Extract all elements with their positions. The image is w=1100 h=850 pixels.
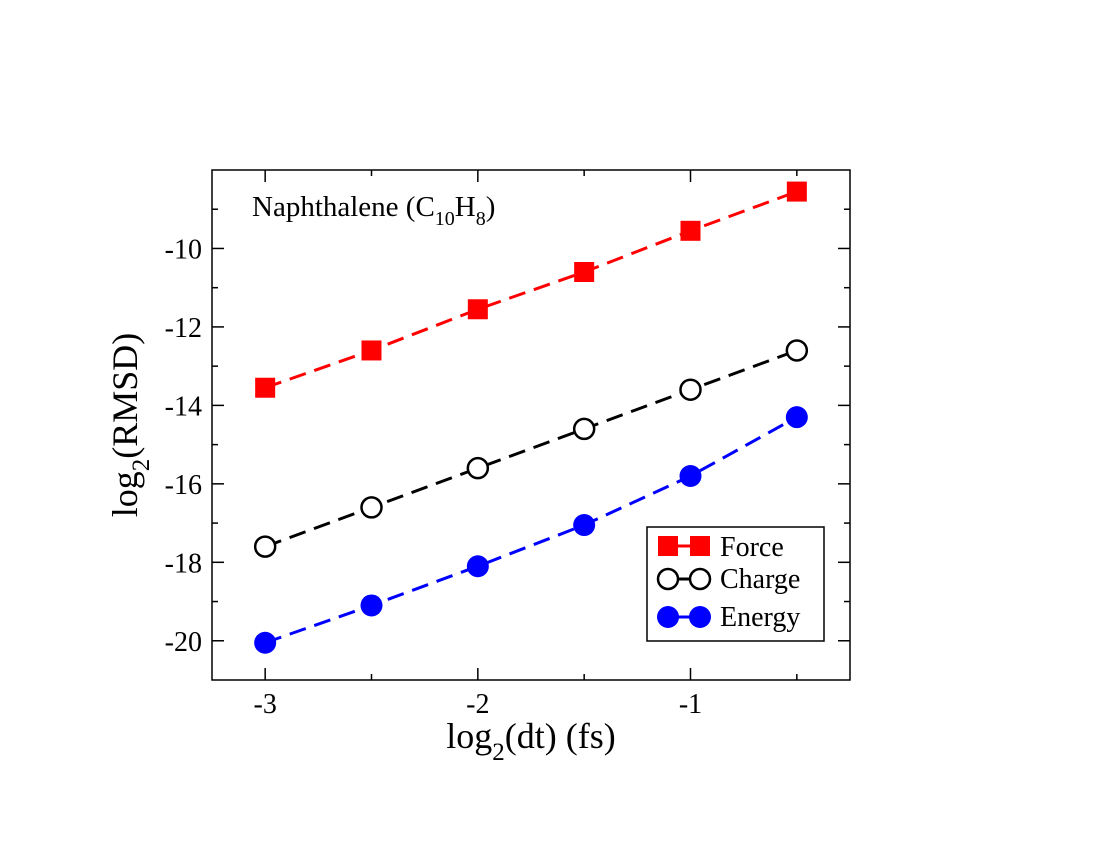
data-point-energy [466, 555, 489, 578]
data-point-energy [360, 594, 383, 617]
series-line-force [264, 190, 798, 390]
data-point-charge [679, 378, 702, 401]
series-lines [264, 190, 798, 645]
chart-annotation: Naphthalene (C10H8) [252, 191, 495, 230]
data-point-force [574, 262, 595, 282]
axis-ticks [212, 170, 850, 680]
legend-items [656, 536, 712, 628]
data-point-force [786, 181, 807, 202]
x-tick-label: -3 [254, 689, 277, 720]
x-tick-label: -2 [466, 689, 489, 720]
data-point-energy [679, 465, 702, 487]
legend-marker-charge [656, 567, 680, 591]
y-tick-label: -12 [165, 313, 202, 344]
y-tick-label: -18 [165, 548, 202, 579]
legend-marker-force [658, 536, 678, 556]
data-point-energy [254, 631, 277, 654]
data-point-charge [785, 339, 809, 362]
legend-marker-energy [689, 606, 711, 628]
data-point-energy [785, 406, 808, 429]
series-line-energy [264, 415, 798, 645]
data-point-force [680, 220, 701, 241]
legend-marker-charge [688, 567, 712, 591]
legend: Force Charge Energy [646, 526, 825, 642]
data-point-energy [573, 514, 596, 537]
data-point-charge [253, 535, 277, 558]
legend-label-charge: Charge [720, 564, 800, 595]
data-point-force [361, 340, 382, 361]
series-line-charge [264, 349, 798, 549]
tick-labels: -3 -2 -1 -20 -18 -16 -14 -12 -10 [165, 234, 702, 720]
y-axis-label: log2(RMSD) [105, 333, 155, 518]
y-tick-label: -20 [165, 627, 202, 658]
legend-marker-energy [657, 606, 679, 628]
data-point-charge [572, 417, 596, 441]
x-tick-label: -1 [679, 689, 702, 720]
x-axis-label: log2(dt) (fs) [446, 716, 615, 766]
plot-frame [211, 169, 851, 681]
legend-marker-force [690, 536, 710, 556]
data-point-charge [466, 456, 490, 480]
data-point-charge [360, 496, 383, 519]
y-tick-label: -16 [165, 470, 202, 501]
data-point-force [255, 377, 276, 398]
data-point-force [467, 299, 488, 320]
legend-label-force: Force [720, 532, 784, 563]
series-markers [253, 181, 809, 654]
y-tick-label: -10 [165, 234, 202, 265]
legend-label-energy: Energy [720, 602, 800, 633]
y-tick-label: -14 [165, 391, 202, 422]
